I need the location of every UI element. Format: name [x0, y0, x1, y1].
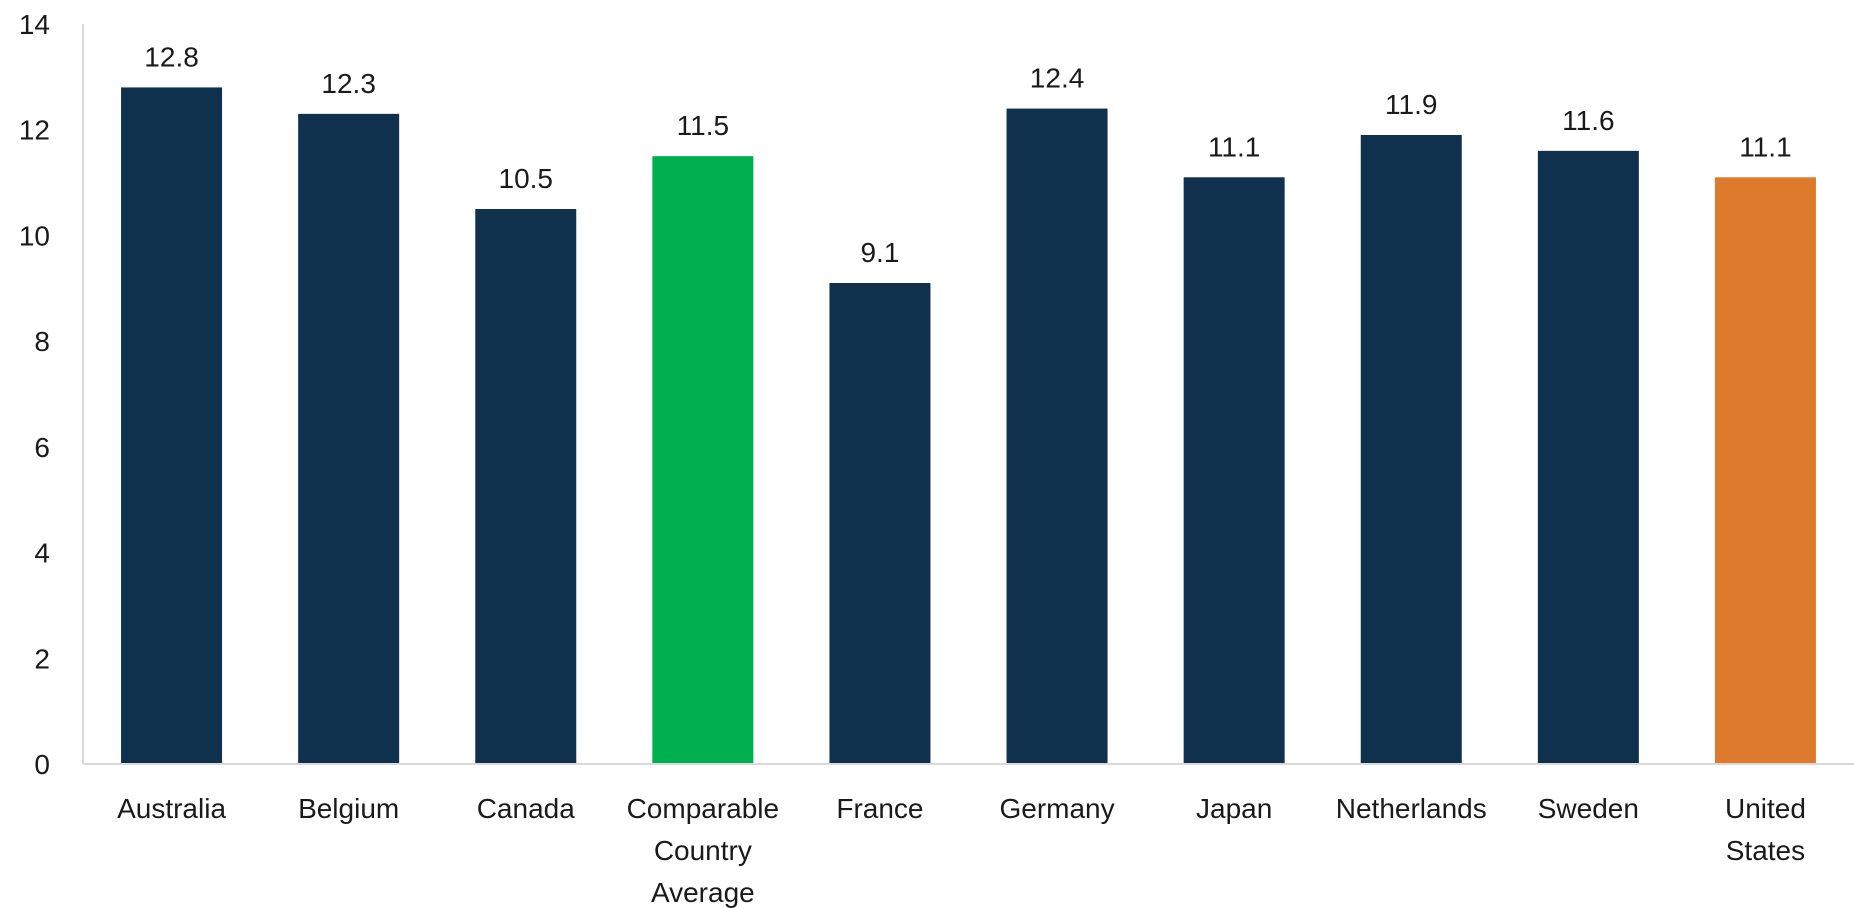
x-category-label-line: Germany	[999, 793, 1114, 824]
x-category-label: Canada	[477, 793, 576, 824]
x-category-label-line: Comparable	[627, 793, 780, 824]
bar-germany	[1006, 108, 1108, 765]
x-category-label-line: Japan	[1196, 793, 1272, 824]
value-label: 11.6	[1562, 105, 1614, 136]
y-tick-label: 8	[34, 326, 50, 357]
bar-united-states	[1714, 177, 1816, 765]
x-category-label: Sweden	[1538, 793, 1639, 824]
x-category-label-line: Country	[654, 835, 752, 866]
y-tick-label: 14	[19, 9, 50, 40]
x-axis: Australia Belgium Canada Comparable Country A…	[83, 763, 1854, 908]
x-category-label-line: Sweden	[1538, 793, 1639, 824]
bar-australia	[121, 87, 223, 764]
value-label: 12.4	[1030, 63, 1085, 94]
y-tick-label: 4	[34, 538, 50, 569]
bar-france	[829, 283, 931, 764]
x-category-label: Belgium	[298, 793, 399, 824]
x-category-label-line: Canada	[477, 793, 576, 824]
x-category-label-line: Netherlands	[1336, 793, 1487, 824]
bar-sweden	[1537, 150, 1639, 764]
value-label: 11.1	[1208, 131, 1260, 162]
x-category-label: France	[836, 793, 923, 824]
bar-comparable-country-average	[652, 156, 754, 765]
value-label: 9.1	[860, 237, 899, 268]
y-tick-label: 10	[19, 220, 50, 251]
value-label: 12.8	[144, 41, 199, 72]
x-category-label-line: France	[836, 793, 923, 824]
value-label: 10.5	[499, 163, 554, 194]
x-category-label: United States	[1725, 793, 1806, 866]
y-axis: 0 2 4 6 8 10 12 14	[19, 9, 84, 780]
x-category-label-line: States	[1726, 835, 1805, 866]
x-category-label-line: Average	[651, 877, 755, 908]
bar-netherlands	[1360, 135, 1462, 764]
bars	[121, 87, 1816, 765]
x-category-label: Comparable Country Average	[627, 793, 780, 908]
bar-canada	[475, 209, 577, 764]
y-tick-label: 2	[34, 643, 50, 674]
value-label: 11.9	[1385, 89, 1437, 120]
x-category-label: Netherlands	[1336, 793, 1487, 824]
value-labels: 12.8 12.3 10.5 11.5 9.1 12.4 11.1 11.9 11.6 11.1	[144, 41, 1791, 268]
bar-belgium	[298, 113, 400, 765]
x-category-label-line: Belgium	[298, 793, 399, 824]
y-tick-label: 6	[34, 432, 50, 463]
value-label: 11.1	[1739, 131, 1791, 162]
x-category-label: Japan	[1196, 793, 1272, 824]
value-label: 12.3	[321, 68, 376, 99]
bar-japan	[1183, 177, 1285, 765]
y-tick-label: 12	[19, 115, 50, 146]
x-category-label-line: United	[1725, 793, 1806, 824]
x-category-label: Germany	[999, 793, 1114, 824]
x-category-label: Australia	[117, 793, 226, 824]
value-label: 11.5	[677, 110, 729, 141]
x-category-label-line: Australia	[117, 793, 226, 824]
y-tick-label: 0	[34, 749, 50, 780]
